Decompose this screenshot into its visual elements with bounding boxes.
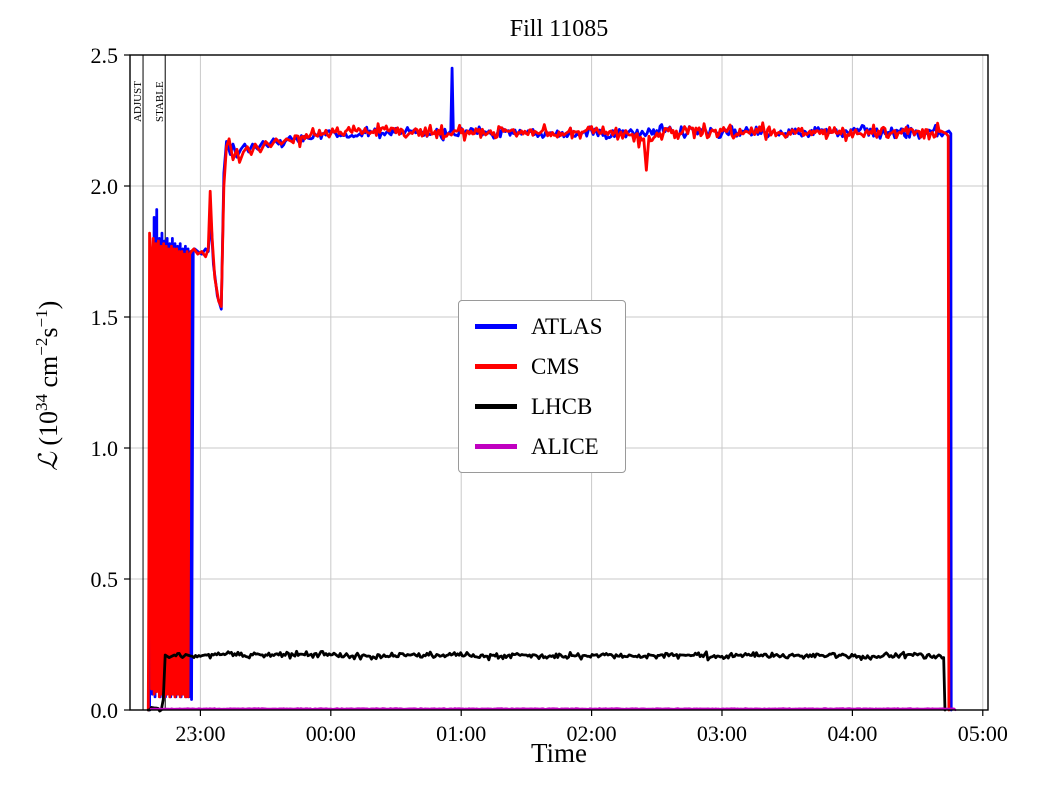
beam-mode-label: STABLE bbox=[154, 81, 166, 122]
legend-swatch-atlas bbox=[475, 324, 517, 329]
y-tick-label: 2.5 bbox=[91, 43, 119, 68]
y-tick-label: 0.5 bbox=[91, 567, 119, 592]
x-tick-label: 01:00 bbox=[436, 721, 486, 746]
y-tick-label: 1.0 bbox=[91, 436, 119, 461]
luminosity-symbol: ℒ bbox=[33, 452, 63, 471]
legend-label-lhcb: LHCB bbox=[531, 394, 593, 419]
legend-entry-alice: ALICE bbox=[475, 435, 603, 458]
y-tick-label: 0.0 bbox=[91, 698, 119, 723]
x-tick-label: 00:00 bbox=[306, 721, 356, 746]
legend-label-cms: CMS bbox=[531, 354, 580, 379]
legend-entry-lhcb: LHCB bbox=[475, 395, 603, 418]
series-line-cms bbox=[146, 121, 951, 712]
x-tick-label: 23:00 bbox=[175, 721, 225, 746]
legend: ATLAS CMS LHCB ALICE bbox=[458, 300, 626, 473]
legend-entry-cms: CMS bbox=[475, 355, 603, 378]
y-axis-label: ℒ (1034 cm−2s−1) bbox=[32, 300, 63, 471]
x-tick-label: 02:00 bbox=[567, 721, 617, 746]
x-axis-label: Time bbox=[530, 738, 588, 768]
y-tick-label: 1.5 bbox=[91, 305, 119, 330]
legend-swatch-lhcb bbox=[475, 404, 517, 409]
legend-label-atlas: ATLAS bbox=[531, 314, 603, 339]
chart-title: Fill 11085 bbox=[509, 16, 609, 42]
legend-swatch-cms bbox=[475, 364, 517, 369]
axes-frame bbox=[129, 54, 989, 711]
legend-label-alice: ALICE bbox=[531, 434, 599, 459]
beam-mode-label: ADJUST bbox=[132, 81, 144, 122]
legend-swatch-alice bbox=[475, 444, 517, 449]
legend-entry-atlas: ATLAS bbox=[475, 315, 603, 338]
y-tick-label: 2.0 bbox=[91, 174, 119, 199]
x-tick-label: 04:00 bbox=[827, 721, 877, 746]
series-line-alice bbox=[149, 707, 957, 712]
x-tick-label: 05:00 bbox=[958, 721, 1008, 746]
series-line-lhcb bbox=[146, 649, 947, 713]
x-tick-label: 03:00 bbox=[697, 721, 747, 746]
